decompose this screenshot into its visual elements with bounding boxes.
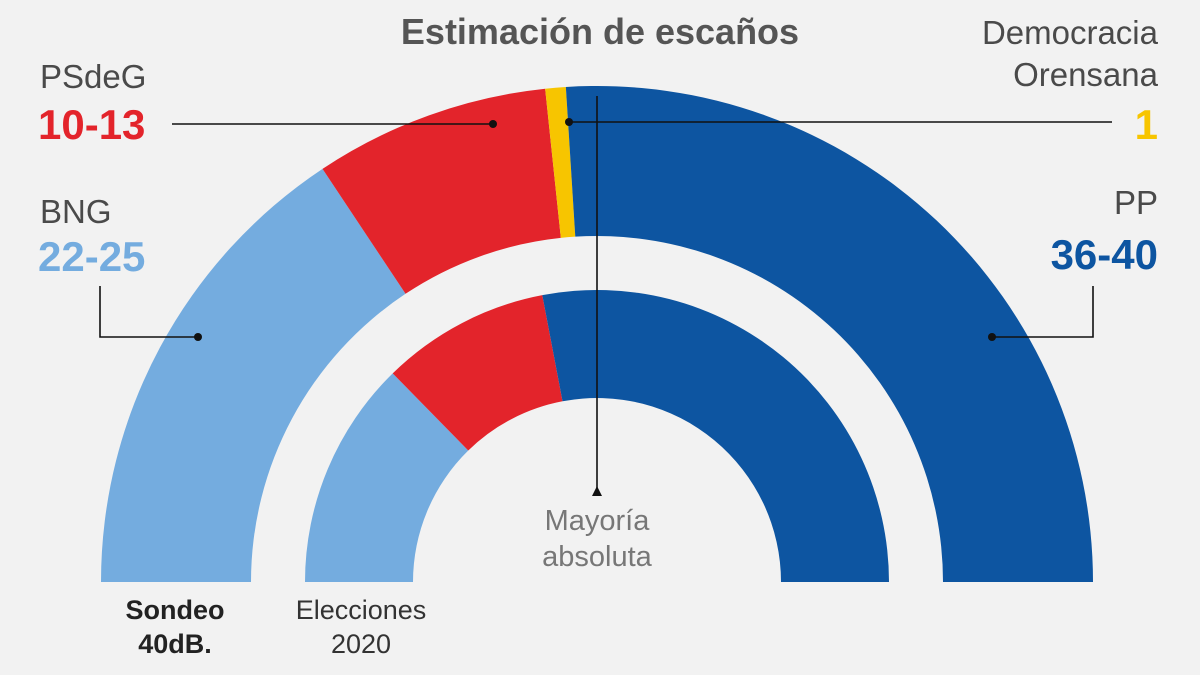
segment-bng-ring0 bbox=[101, 168, 406, 582]
psdeg-leader-dot bbox=[489, 120, 497, 128]
segment-psdeg-ring0 bbox=[322, 88, 561, 294]
pp-seats: 36-40 bbox=[1050, 231, 1158, 278]
segment-pp-ring0 bbox=[565, 86, 1093, 582]
do-name-line2: Orensana bbox=[1013, 56, 1158, 93]
segment-bng-ring1 bbox=[305, 373, 469, 582]
bng-leader bbox=[99, 286, 198, 338]
majority-label: Mayoría absoluta bbox=[497, 503, 697, 576]
pp-leader-dot bbox=[988, 333, 996, 341]
do-seats: 1 bbox=[1134, 101, 1158, 148]
elections-line1: Elecciones bbox=[295, 595, 427, 625]
segment-psdeg-ring1 bbox=[392, 295, 563, 451]
chart-title: Estimación de escaños bbox=[400, 11, 800, 52]
inner-ring-2020 bbox=[305, 290, 889, 582]
outer-ring-poll bbox=[101, 86, 1093, 582]
pp-name: PP bbox=[1113, 184, 1158, 221]
bng-leader-dot bbox=[194, 333, 202, 341]
majority-marker bbox=[592, 486, 602, 496]
elections-line2: 2020 bbox=[330, 628, 392, 659]
do-name-line1: Democracia bbox=[981, 14, 1158, 51]
poll-label: Sondeo 40dB. bbox=[95, 594, 255, 662]
elections-label: Elecciones 2020 bbox=[276, 594, 446, 662]
bng-seats: 22-25 bbox=[38, 233, 146, 280]
segment-pp-ring1 bbox=[542, 290, 889, 582]
psdeg-seats: 10-13 bbox=[38, 101, 146, 148]
bng-name: BNG bbox=[40, 193, 112, 230]
majority-line2: absoluta bbox=[542, 541, 652, 574]
majority-line1: Mayoría bbox=[544, 505, 650, 537]
psdeg-name: PSdeG bbox=[40, 58, 147, 95]
do-leader-dot bbox=[565, 118, 573, 126]
leader-lines bbox=[99, 96, 1112, 496]
poll-line1: Sondeo bbox=[125, 595, 225, 625]
pp-leader bbox=[992, 286, 1094, 338]
poll-line2: 40dB. bbox=[138, 628, 212, 659]
